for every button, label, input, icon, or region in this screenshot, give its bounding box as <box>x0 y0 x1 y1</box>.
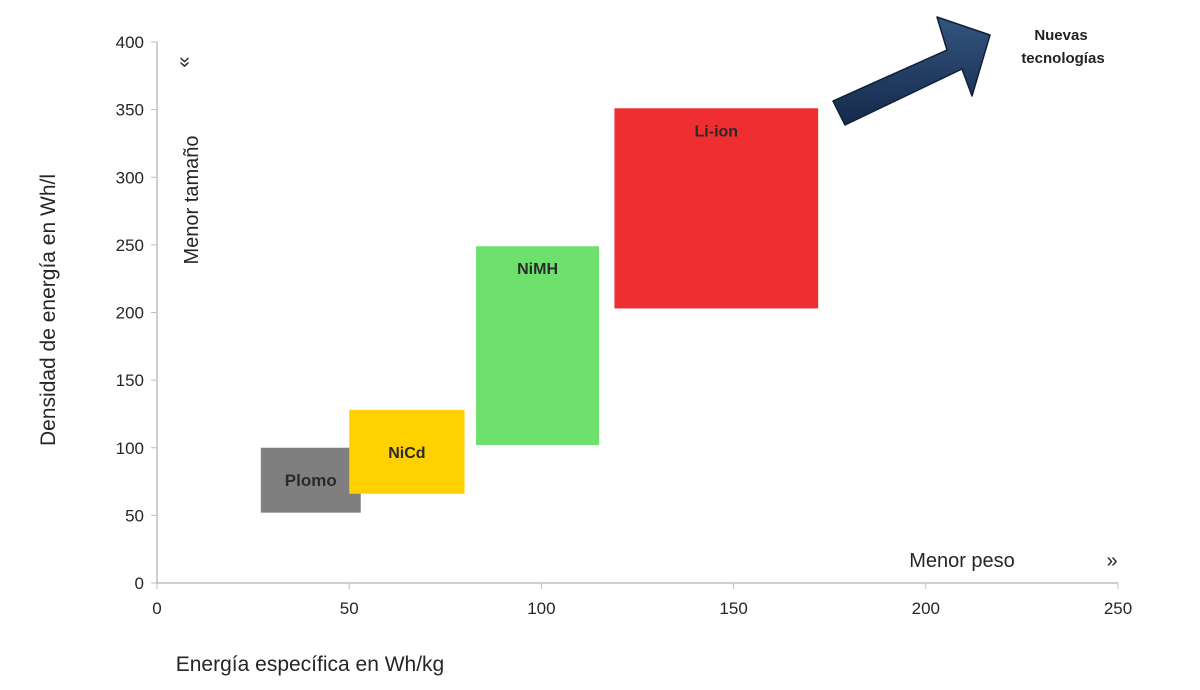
y-axis-title: Densidad de energía en Wh/l <box>37 174 60 446</box>
x-ticks: 0 50 100 150 200 250 <box>152 583 1132 618</box>
x-tick-label: 200 <box>912 599 940 618</box>
x-tick-label: 150 <box>719 599 747 618</box>
new-tech-arrow: Nuevas tecnologías <box>832 16 1105 126</box>
x-tick-label: 250 <box>1104 599 1132 618</box>
rect-li-ion <box>614 108 819 309</box>
y-tick-label: 250 <box>116 236 144 255</box>
rect-nicd <box>349 409 465 494</box>
x-direction-label: Menor peso <box>909 550 1015 572</box>
x-axis-title: Energía específica en Wh/kg <box>176 653 444 676</box>
x-tick-label: 0 <box>152 599 161 618</box>
y-tick-label: 350 <box>116 101 144 120</box>
x-tick-label: 100 <box>527 599 555 618</box>
y-ticks: 0 50 100 150 200 250 300 350 400 <box>116 33 157 593</box>
arrow-icon <box>832 16 991 126</box>
y-tick-label: 400 <box>116 33 144 52</box>
arrow-label-line-2: tecnologías <box>1021 50 1104 67</box>
y-direction-label: Menor tamaño <box>181 136 203 265</box>
x-tick-label: 50 <box>340 599 359 618</box>
y-tick-label: 150 <box>116 371 144 390</box>
y-tick-label: 100 <box>116 439 144 458</box>
y-tick-label: 300 <box>116 168 144 187</box>
rect-label-li-ion: Li-ion <box>695 123 739 140</box>
rect-nimh <box>476 246 600 446</box>
y-tick-label: 0 <box>135 574 144 593</box>
rect-plomo <box>260 447 361 513</box>
y-direction-marker: « <box>173 56 195 67</box>
series-rectangles: Plomo NiCd NiMH Li-ion <box>260 108 819 513</box>
y-direction-annotation: « Menor tamaño <box>173 56 203 264</box>
rect-label-plomo: Plomo <box>285 471 337 490</box>
rect-label-nicd: NiCd <box>388 445 425 462</box>
arrow-label-line-1: Nuevas <box>1034 27 1087 44</box>
x-direction-annotation: Menor peso » <box>909 550 1117 572</box>
x-direction-marker: » <box>1106 550 1117 572</box>
y-tick-label: 50 <box>125 506 144 525</box>
rect-label-nimh: NiMH <box>517 261 558 278</box>
y-tick-label: 200 <box>116 304 144 323</box>
